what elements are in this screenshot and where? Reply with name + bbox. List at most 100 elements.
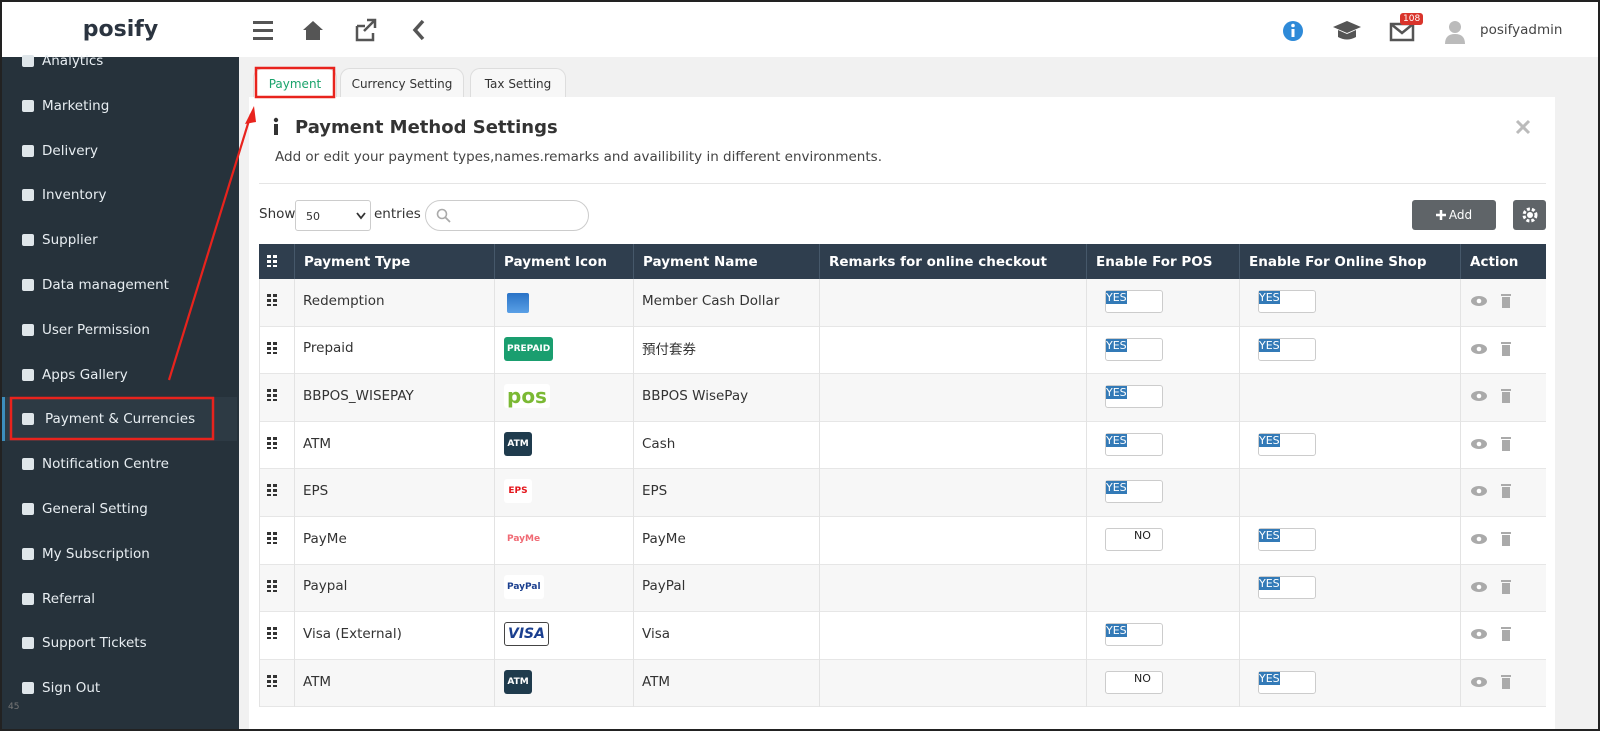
sidebar-item[interactable]: General Setting [2,487,237,531]
toggle-pos[interactable]: NO [1105,670,1163,694]
settings-button[interactable] [1513,200,1546,230]
toggle-pos[interactable]: YES [1105,623,1163,647]
close-button[interactable] [1514,118,1532,136]
cell-border [494,564,495,613]
payment-name: PayPal [642,578,686,595]
table-row [259,326,1546,375]
drag-header [267,255,277,267]
select-caret [356,212,366,220]
delete-icon[interactable] [1501,532,1511,534]
info-icon [273,117,279,135]
toggle-pos[interactable]: YES [1105,480,1163,504]
sidebar-item[interactable]: Apps Gallery [2,353,237,397]
sidebar-label: Sign Out [42,680,101,697]
sidebar-item[interactable]: Payment & Currencies [2,397,237,442]
toggle-online[interactable]: YES [1258,290,1316,313]
row-actions[interactable] [1470,579,1520,595]
payment-name: PayMe [642,530,686,547]
header-right-icons[interactable] [1277,12,1477,48]
row-actions[interactable] [1470,531,1520,547]
row-actions[interactable] [1470,483,1520,499]
toggle-pos[interactable]: NO [1105,528,1163,551]
drag-handle[interactable] [267,341,277,354]
drag-handle[interactable] [267,674,277,687]
toggle-pos[interactable]: YES [1105,337,1163,361]
row-actions[interactable] [1470,293,1520,309]
toggle-online[interactable]: YES [1258,528,1316,551]
column-header[interactable]: Action [1460,244,1546,279]
column-header[interactable]: Payment Name [633,244,819,279]
row-actions[interactable] [1470,674,1520,690]
sidebar-item[interactable]: Delivery [2,129,237,173]
drag-handle[interactable] [267,579,277,592]
sidebar-item[interactable]: User Permission [2,308,237,352]
delete-icon[interactable] [1501,674,1511,677]
tab[interactable]: Tax Setting [470,68,566,98]
column-header[interactable]: Remarks for online checkout [819,244,1086,279]
drag-handle[interactable] [267,294,277,306]
row-actions[interactable] [1470,626,1520,642]
sidebar-item[interactable]: Referral [2,577,237,621]
sidebar-item[interactable]: Analytics [2,39,237,83]
toggle-online[interactable]: YES [1258,337,1316,361]
toggle-online[interactable]: YES [1258,670,1316,694]
toggle-pos[interactable]: YES [1105,290,1163,313]
payment-icon: EPS [504,479,532,504]
cell-border [819,564,820,613]
header-nav-icons[interactable] [247,12,447,48]
drag-handle[interactable] [267,436,277,449]
sidebar-label: Inventory [42,187,107,204]
row-actions[interactable] [1470,341,1520,357]
toggle-online[interactable]: YES [1258,575,1316,599]
drag-handle[interactable] [267,627,277,640]
toggle-pos[interactable]: YES [1105,385,1163,409]
tab[interactable]: Payment [253,68,337,98]
delete-icon[interactable] [1501,627,1511,630]
sidebar-item[interactable]: Supplier [2,218,237,262]
entries-value: 50 [306,210,320,223]
drag-handle[interactable] [267,484,277,497]
sidebar-icon [22,547,34,560]
table-header [259,244,1546,279]
sidebar-label: Delivery [42,142,99,159]
delete-icon[interactable] [1501,436,1511,439]
user-name[interactable]: posifyadmin [1480,22,1563,38]
drag-handle[interactable] [267,532,277,544]
logo[interactable]: posify [82,17,159,42]
cell-border [294,517,295,565]
tab[interactable]: Currency Setting [340,68,464,98]
cell-border [633,279,634,327]
sidebar-item[interactable]: Sign Out [2,666,237,710]
delete-icon[interactable] [1501,389,1511,392]
delete-icon[interactable] [1501,579,1511,582]
sidebar-item[interactable]: Data management [2,263,237,307]
column-header[interactable]: Enable For POS [1086,244,1239,279]
cell-border [1086,326,1087,375]
sidebar-item[interactable]: Support Tickets [2,621,237,665]
search-input[interactable] [425,200,589,231]
cell-border [1460,659,1461,708]
delete-icon[interactable] [1501,341,1511,344]
delete-icon[interactable] [1501,294,1511,296]
sidebar-item[interactable]: Notification Centre [2,442,237,486]
toggle-pos[interactable]: YES [1105,432,1163,456]
column-header[interactable]: Payment Type [294,244,494,279]
delete-icon[interactable] [1501,484,1511,487]
sidebar-item[interactable]: My Subscription [2,532,237,576]
entries-select[interactable]: 50 [295,200,371,231]
column-header[interactable]: Enable For Online Shop [1239,244,1460,279]
sidebar-item[interactable]: Marketing [2,84,237,128]
column-header[interactable]: Payment Icon [494,244,633,279]
add-button[interactable]: Add [1412,200,1496,230]
cell-border [1086,374,1087,422]
cell-border [494,374,495,422]
drag-handle[interactable] [267,389,277,402]
sidebar-item[interactable]: Inventory [2,173,237,217]
toggle-online[interactable]: YES [1258,432,1316,456]
cell-border [819,374,820,422]
row-actions[interactable] [1470,436,1520,452]
cell-border [494,612,495,660]
sidebar-icon [22,592,34,605]
row-actions[interactable] [1470,388,1520,404]
cell-border [1239,374,1240,422]
